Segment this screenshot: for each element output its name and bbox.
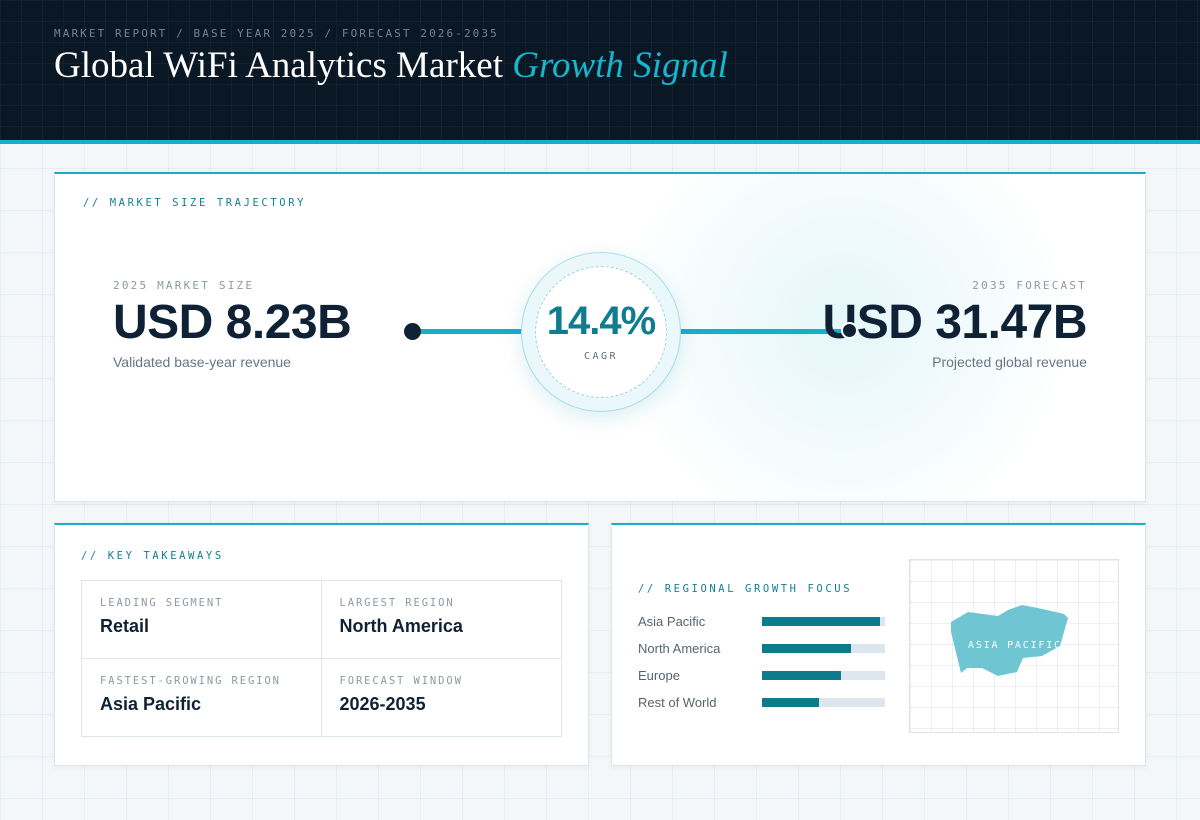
takeaways-grid: LEADING SEGMENT Retail LARGEST REGION No… xyxy=(81,580,562,737)
start-kpi-value: USD 8.23B xyxy=(113,296,352,349)
takeaway-value: 2026-2035 xyxy=(339,693,426,714)
region-bar-fill xyxy=(762,617,881,626)
page-header: MARKET REPORT / BASE YEAR 2025 / FORECAS… xyxy=(0,0,1200,144)
cagr-label: CAGR xyxy=(583,351,619,362)
breadcrumb: MARKET REPORT / BASE YEAR 2025 / FORECAS… xyxy=(54,27,499,40)
region-label: Rest of World xyxy=(638,695,717,710)
region-row-rest-of-world: Rest of World xyxy=(638,692,888,719)
takeaway-value: North America xyxy=(339,616,463,636)
card-label-regional: // REGIONAL GROWTH FOCUS xyxy=(638,583,853,595)
takeaway-label: FORECAST WINDOW xyxy=(339,674,463,687)
region-bar-track xyxy=(762,671,885,680)
start-kpi-label: 2025 MARKET SIZE xyxy=(113,279,255,292)
trajectory-start-dot xyxy=(404,323,421,340)
cagr-value: 14.4% xyxy=(546,299,656,343)
regional-growth-card: // REGIONAL GROWTH FOCUS Asia Pacific No… xyxy=(611,523,1146,766)
takeaway-largest-region: LARGEST REGION North America xyxy=(321,581,561,659)
region-bar-fill xyxy=(762,644,851,653)
end-kpi-caption: Projected global revenue xyxy=(932,354,1087,370)
region-bar-track xyxy=(762,698,885,707)
region-label: Asia Pacific xyxy=(638,614,706,629)
regional-bars: Asia Pacific North America Europe Rest o… xyxy=(638,611,888,719)
takeaway-value: Retail xyxy=(100,616,150,636)
trajectory-line-left xyxy=(415,329,525,334)
trajectory-line-right xyxy=(677,329,849,334)
takeaway-value: Asia Pacific xyxy=(100,693,202,714)
region-label: Europe xyxy=(638,668,680,683)
map-region-tag: ASIA PACIFIC xyxy=(968,640,1062,651)
region-row-asia-pacific: Asia Pacific xyxy=(638,611,888,638)
region-bar-track xyxy=(762,617,885,626)
title-main: Global WiFi Analytics Market xyxy=(54,45,503,86)
region-bar-track xyxy=(762,644,885,653)
card-label-takeaways: // KEY TAKEAWAYS xyxy=(81,550,224,562)
region-row-north-america: North America xyxy=(638,638,888,665)
end-kpi-label: 2035 FORECAST xyxy=(972,279,1087,292)
region-label: North America xyxy=(638,641,721,656)
cagr-inner-circle: 14.4% CAGR xyxy=(535,266,667,398)
market-size-trajectory-card: // MARKET SIZE TRAJECTORY 2025 MARKET SI… xyxy=(54,172,1146,502)
takeaway-leading-segment: LEADING SEGMENT Retail xyxy=(82,581,322,659)
region-map: ASIA PACIFIC xyxy=(909,559,1119,733)
key-takeaways-card: // KEY TAKEAWAYS LEADING SEGMENT Retail … xyxy=(54,523,589,766)
asia-pacific-map-shape xyxy=(951,605,1068,676)
takeaway-forecast-window: FORECAST WINDOW 2026-2035 xyxy=(322,659,562,737)
card-label-trajectory: // MARKET SIZE TRAJECTORY xyxy=(83,197,307,209)
start-kpi-caption: Validated base-year revenue xyxy=(113,354,291,370)
region-bar-fill xyxy=(762,698,819,707)
region-bar-fill xyxy=(762,671,841,680)
takeaway-label: LARGEST REGION xyxy=(339,597,455,609)
takeaway-fastest-growing-region: FASTEST-GROWING REGION Asia Pacific xyxy=(82,658,322,736)
trajectory-end-dot xyxy=(841,322,858,339)
takeaway-label: LEADING SEGMENT xyxy=(100,597,224,609)
end-kpi-value: USD 31.47B xyxy=(822,296,1088,349)
cagr-ring: 14.4% CAGR xyxy=(521,252,681,412)
takeaway-label: FASTEST-GROWING REGION xyxy=(100,674,281,687)
region-row-europe: Europe xyxy=(638,665,888,692)
title-accent: Growth Signal xyxy=(512,45,728,86)
page-title: Global WiFi Analytics Market Growth Sign… xyxy=(54,44,728,87)
